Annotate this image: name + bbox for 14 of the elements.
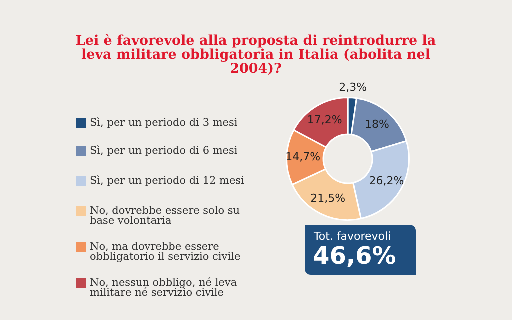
chart-title: Lei è favorevole alla proposta di reintrodurre la leva militare obbligatoria in Italia (abolita nel 2004)? <box>74 33 438 77</box>
text: 46,6% <box>313 242 396 270</box>
legend-label: No, dovrebbe essere solo su base volontaria <box>90 205 242 227</box>
text: Tot. favorevoli <box>314 230 392 243</box>
data-label: 21,5% <box>310 192 346 206</box>
legend-label: No, nessun obbligo, né leva militare né servizio civile <box>90 277 238 299</box>
data-label: 18% <box>365 118 390 131</box>
data-label: 26,2% <box>369 174 404 188</box>
legend-label: No, ma dovrebbe essere obbligatorio il servizio civile <box>90 241 242 263</box>
data-label: 17,2% <box>307 113 342 126</box>
legend-label: Sì, per un periodo di 6 mesi <box>90 145 239 157</box>
legend-label: Sì, per un periodo di 12 mesi <box>90 175 246 187</box>
data-label: 2,3% <box>339 80 368 94</box>
legend-label: Sì, per un periodo di 3 mesi <box>90 117 239 129</box>
